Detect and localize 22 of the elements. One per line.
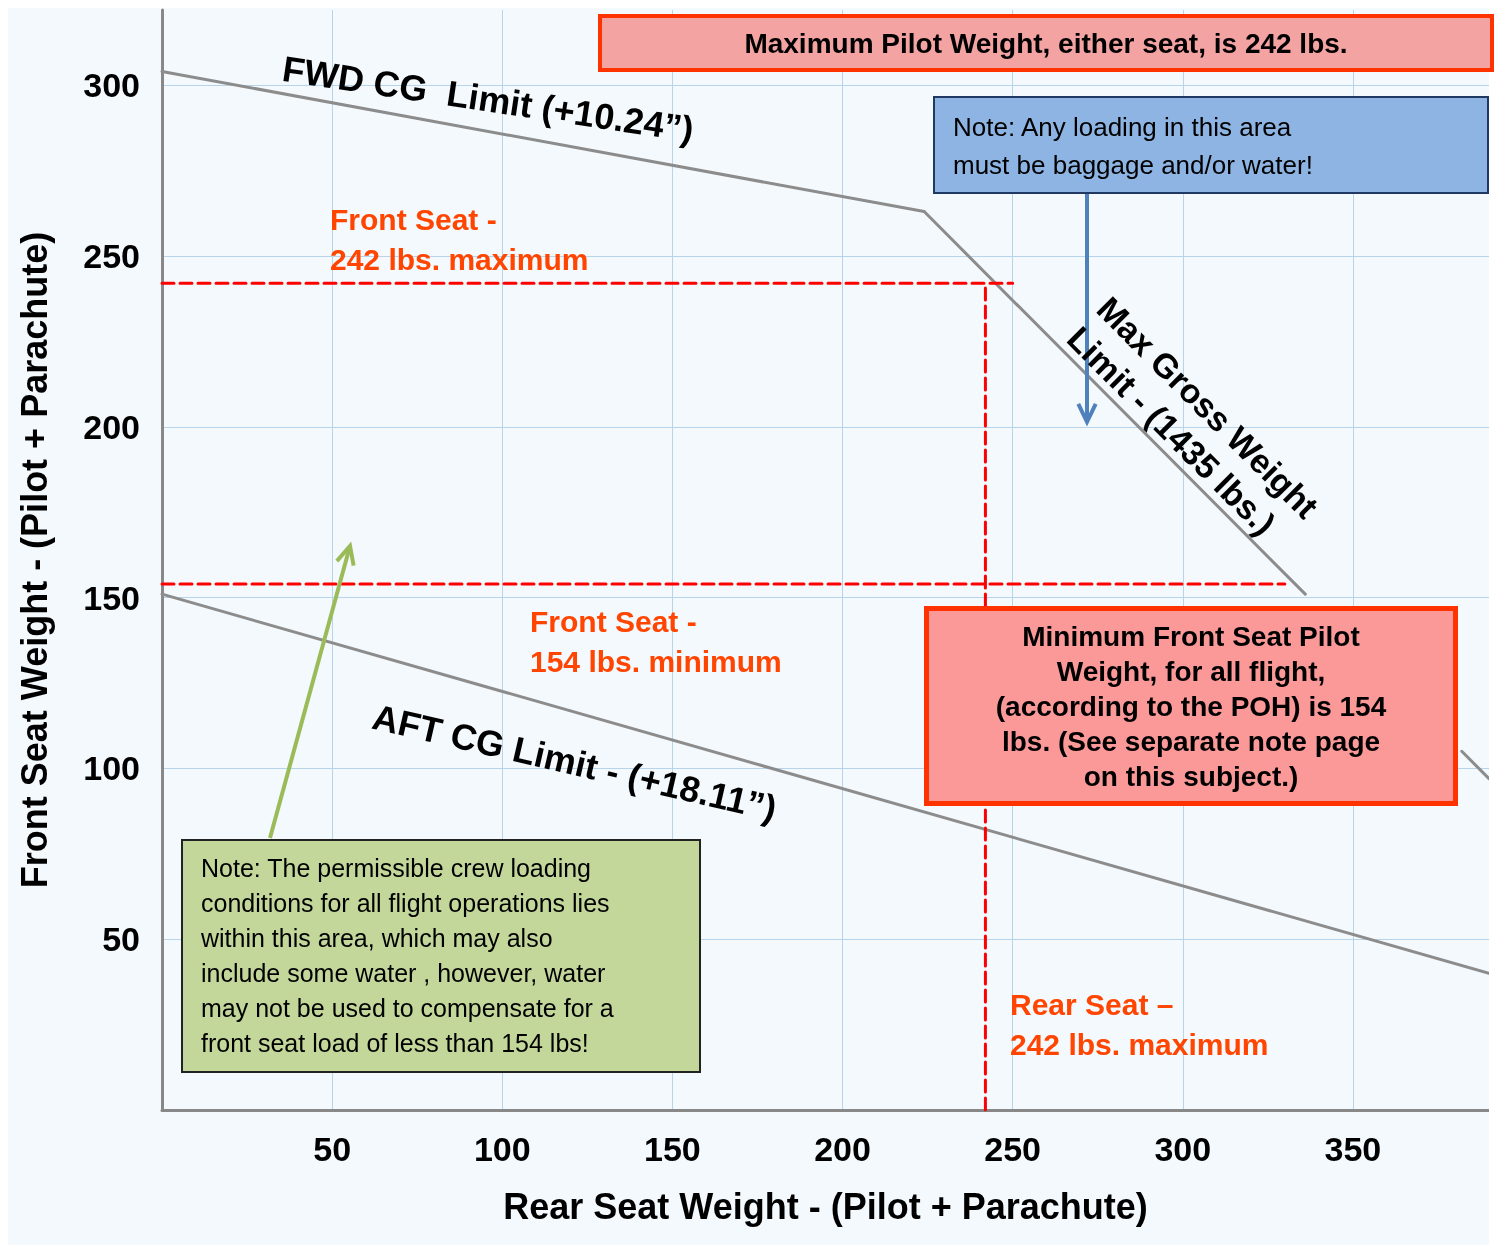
annotation: Front Seat - 154 lbs. minimum bbox=[530, 604, 782, 680]
y-tick-label: 100 bbox=[83, 749, 140, 788]
x-tick-label: 200 bbox=[814, 1130, 871, 1168]
y-axis-title: Front Seat Weight - (Pilot + Parachute) bbox=[13, 231, 55, 889]
x-tick-label: 350 bbox=[1324, 1130, 1382, 1168]
x-axis-title: Rear Seat Weight - (Pilot + Parachute) bbox=[503, 1185, 1148, 1227]
annotation: Rear Seat – 242 lbs. maximum bbox=[1010, 987, 1269, 1063]
note-box: Minimum Front Seat Pilot Weight, for all flight, (according to the POH) is 154 lbs. (See separate note page on this subject.) bbox=[924, 606, 1458, 806]
x-tick-label: 300 bbox=[1154, 1130, 1212, 1168]
y-tick-label: 150 bbox=[83, 578, 140, 617]
note-box: Maximum Pilot Weight, either seat, is 242 lbs. bbox=[598, 14, 1494, 72]
x-tick-label: 100 bbox=[473, 1130, 531, 1168]
note-box: Note: The permissible crew loading conditions for all flight operations lies within this area, which may also include some water , however, water may not be used to compensate for a front seat load of less than 154 lbs! bbox=[181, 839, 701, 1073]
y-tick-label: 50 bbox=[102, 920, 140, 959]
y-tick-label: 300 bbox=[83, 66, 140, 105]
x-tick-label: 50 bbox=[313, 1130, 352, 1168]
x-tick-label: 150 bbox=[644, 1130, 701, 1168]
y-tick-label: 250 bbox=[83, 236, 140, 275]
y-tick-label: 200 bbox=[83, 407, 140, 446]
annotation: Front Seat - 242 lbs. maximum bbox=[330, 202, 589, 278]
note-box: Note: Any loading in this area must be baggage and/or water! bbox=[933, 96, 1489, 194]
x-tick-label: 250 bbox=[984, 1130, 1042, 1168]
